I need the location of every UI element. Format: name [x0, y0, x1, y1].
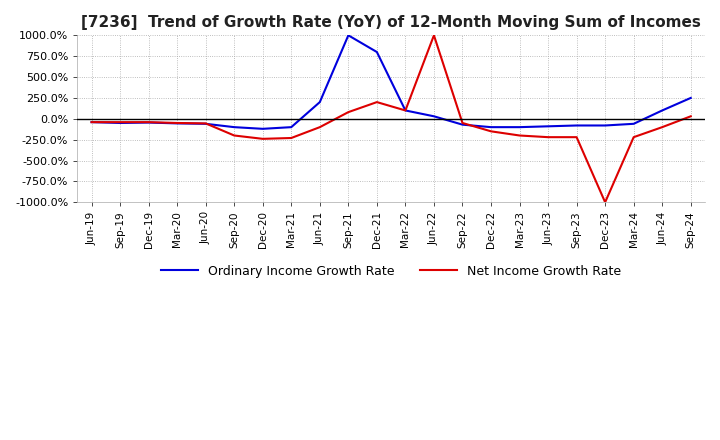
Net Income Growth Rate — [87, 120, 96, 125]
Ordinary Income Growth Rate — [487, 125, 495, 130]
Ordinary Income Growth Rate — [629, 121, 638, 126]
Ordinary Income Growth Rate — [144, 120, 153, 125]
Ordinary Income Growth Rate — [686, 95, 695, 101]
Ordinary Income Growth Rate — [230, 125, 238, 130]
Net Income Growth Rate — [401, 108, 410, 113]
Net Income Growth Rate — [144, 120, 153, 125]
Ordinary Income Growth Rate — [572, 123, 581, 128]
Ordinary Income Growth Rate — [372, 49, 381, 55]
Net Income Growth Rate — [458, 120, 467, 125]
Ordinary Income Growth Rate — [458, 122, 467, 127]
Net Income Growth Rate — [287, 136, 296, 141]
Net Income Growth Rate — [344, 110, 353, 115]
Ordinary Income Growth Rate — [600, 123, 609, 128]
Net Income Growth Rate — [430, 33, 438, 38]
Ordinary Income Growth Rate — [401, 108, 410, 113]
Line: Net Income Growth Rate: Net Income Growth Rate — [91, 35, 690, 202]
Net Income Growth Rate — [372, 99, 381, 105]
Net Income Growth Rate — [116, 120, 125, 125]
Ordinary Income Growth Rate — [516, 125, 524, 130]
Net Income Growth Rate — [487, 128, 495, 134]
Net Income Growth Rate — [686, 114, 695, 119]
Line: Ordinary Income Growth Rate: Ordinary Income Growth Rate — [91, 35, 690, 129]
Ordinary Income Growth Rate — [116, 120, 125, 125]
Ordinary Income Growth Rate — [287, 125, 296, 130]
Net Income Growth Rate — [202, 121, 210, 126]
Net Income Growth Rate — [600, 200, 609, 205]
Net Income Growth Rate — [658, 125, 667, 130]
Net Income Growth Rate — [230, 133, 238, 138]
Ordinary Income Growth Rate — [258, 126, 267, 132]
Net Income Growth Rate — [629, 135, 638, 140]
Ordinary Income Growth Rate — [315, 99, 324, 105]
Net Income Growth Rate — [544, 135, 552, 140]
Net Income Growth Rate — [173, 120, 181, 125]
Ordinary Income Growth Rate — [87, 120, 96, 125]
Legend: Ordinary Income Growth Rate, Net Income Growth Rate: Ordinary Income Growth Rate, Net Income … — [156, 260, 626, 283]
Ordinary Income Growth Rate — [544, 124, 552, 129]
Net Income Growth Rate — [572, 135, 581, 140]
Ordinary Income Growth Rate — [173, 121, 181, 126]
Ordinary Income Growth Rate — [202, 121, 210, 126]
Net Income Growth Rate — [516, 133, 524, 138]
Ordinary Income Growth Rate — [658, 108, 667, 113]
Ordinary Income Growth Rate — [344, 33, 353, 38]
Title: [7236]  Trend of Growth Rate (YoY) of 12-Month Moving Sum of Incomes: [7236] Trend of Growth Rate (YoY) of 12-… — [81, 15, 701, 30]
Net Income Growth Rate — [258, 136, 267, 142]
Net Income Growth Rate — [315, 125, 324, 130]
Ordinary Income Growth Rate — [430, 114, 438, 119]
